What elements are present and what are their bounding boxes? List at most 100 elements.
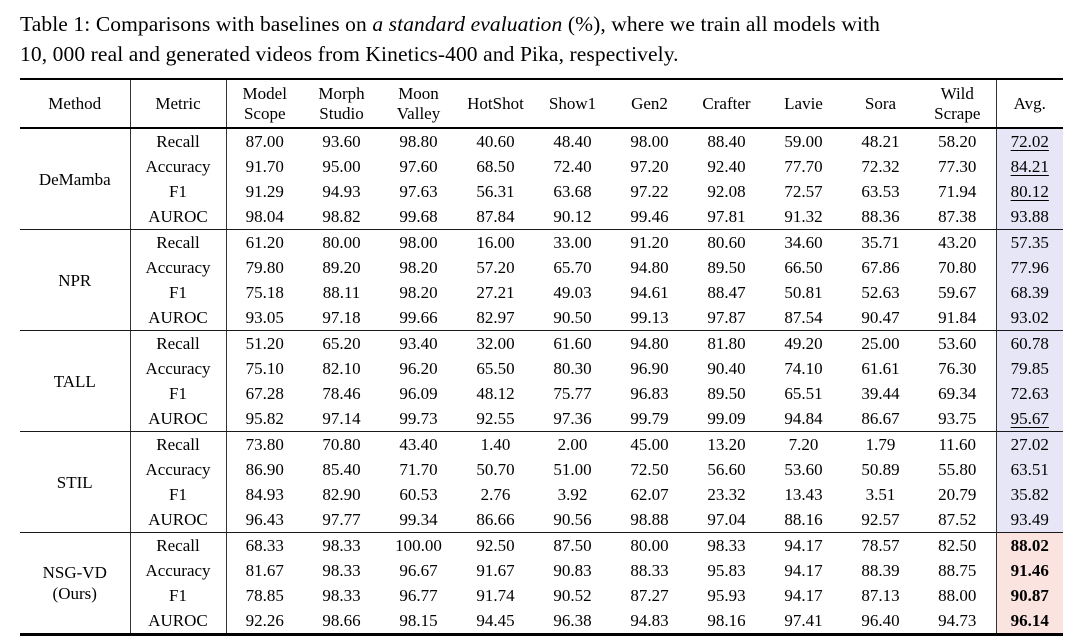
row-tall-recall: TALL Recall 51.20 65.20 93.40 32.00 61.60 94.80…: [20, 330, 1063, 433]
value-cell-show1: 90.50: [534, 305, 611, 332]
value-cell-morph-studio: 65.20: [322, 333, 361, 353]
metric-label: Accuracy: [130, 255, 227, 281]
avg-cell: 72.02: [995, 128, 1063, 155]
value-cell-moon-valley: 96.77: [399, 585, 438, 605]
value-cell-wild-scrape: 43.20: [938, 232, 977, 252]
value-cell-crafter: 97.04: [688, 507, 765, 534]
avg-cell: 60.78: [995, 330, 1063, 357]
row-tall-auroc: AUROC 95.82 97.14 99.73 92.55 97.36 99.79 99.09…: [20, 406, 1063, 433]
value-cell-lavie: 94.17: [784, 560, 823, 580]
value-cell-morph-studio: 98.33: [322, 585, 361, 605]
value-cell-moon-valley: 99.68: [380, 204, 457, 231]
value-cell-wild-scrape: 69.34: [938, 383, 977, 403]
metric-label: F1: [130, 583, 227, 609]
value-cell-gen2: 97.20: [630, 156, 669, 176]
col-header-moon-valley: Moon Valley: [380, 79, 457, 130]
value-cell-moon-valley: 98.15: [380, 608, 457, 636]
metric-label: AUROC: [130, 305, 227, 332]
value-cell-model-scope: 91.29: [245, 181, 284, 201]
value-cell-moon-valley: 99.34: [380, 507, 457, 534]
method-label-demamba: DeMamba: [20, 128, 131, 231]
value-cell-model-scope: 84.93: [245, 484, 284, 504]
col-header-metric: Metric: [130, 79, 227, 130]
value-cell-morph-studio: 98.33: [322, 535, 361, 555]
value-cell-moon-valley: 71.70: [399, 459, 438, 479]
value-cell-model-scope: 75.18: [245, 282, 284, 302]
avg-cell: 93.49: [995, 507, 1063, 534]
metric-label: Accuracy: [130, 356, 227, 382]
row-demamba-recall: DeMamba Recall 87.00 93.60 98.80 40.60 48.40 98…: [20, 128, 1063, 231]
value-cell-show1: 65.70: [553, 257, 592, 277]
value-cell-sora: 86.67: [842, 406, 919, 433]
value-cell-show1: 33.00: [553, 232, 592, 252]
value-cell-hotshot: 32.00: [476, 333, 515, 353]
value-cell-lavie: 87.54: [765, 305, 842, 332]
value-cell-lavie: 74.10: [784, 358, 823, 378]
value-cell-wild-scrape: 88.00: [938, 585, 977, 605]
value-cell-lavie: 97.41: [765, 608, 842, 636]
value-cell-wild-scrape: 77.30: [938, 156, 977, 176]
avg-cell: 27.02: [995, 431, 1063, 458]
value-cell-sora: 1.79: [865, 434, 896, 454]
value-cell-sora: 52.63: [861, 282, 900, 302]
value-cell-model-scope: 73.80: [245, 434, 284, 454]
metric-label: Recall: [130, 431, 227, 458]
value-cell-sora: 39.44: [861, 383, 900, 403]
value-cell-hotshot: 91.67: [476, 560, 515, 580]
value-cell-wild-scrape: 11.60: [938, 434, 977, 454]
value-cell-wild-scrape: 55.80: [938, 459, 977, 479]
value-cell-sora: 90.47: [842, 305, 919, 332]
avg-cell: 96.14: [995, 608, 1063, 636]
metric-label: AUROC: [130, 204, 227, 231]
value-cell-morph-studio: 82.10: [322, 358, 361, 378]
row-npr-accuracy: Accuracy 79.80 89.20 98.20 57.20 65.70 94.80 89…: [20, 255, 1063, 281]
col-header-wild-scrape: Wild Scrape: [919, 79, 996, 130]
metric-label: Recall: [130, 128, 227, 155]
caption-part2: (%), where we train all models with: [562, 12, 880, 36]
value-cell-morph-studio: 70.80: [322, 434, 361, 454]
results-table: Method Metric Model Scope Morph Studio Moon Val…: [20, 78, 1063, 636]
value-cell-model-scope: 75.10: [245, 358, 284, 378]
value-cell-gen2: 94.83: [611, 608, 688, 636]
value-cell-gen2: 72.50: [630, 459, 669, 479]
row-npr-auroc: AUROC 93.05 97.18 99.66 82.97 90.50 99.13 97.87…: [20, 305, 1063, 332]
metric-label: AUROC: [130, 507, 227, 534]
table-head: Method Metric Model Scope Morph Studio Moon Val…: [20, 79, 1063, 130]
header-row: Method Metric Model Scope Morph Studio Moon Val…: [20, 79, 1063, 130]
value-cell-gen2: 98.88: [611, 507, 688, 534]
col-header-method: Method: [20, 79, 131, 130]
value-cell-gen2: 96.83: [630, 383, 669, 403]
value-cell-lavie: 94.84: [765, 406, 842, 433]
caption-italic: a standard evaluation: [372, 12, 563, 36]
value-cell-moon-valley: 97.63: [399, 181, 438, 201]
value-cell-crafter: 90.40: [707, 358, 746, 378]
metric-label: F1: [130, 381, 227, 407]
value-cell-crafter: 97.81: [688, 204, 765, 231]
avg-cell: 90.87: [995, 583, 1063, 609]
value-cell-crafter: 92.40: [707, 156, 746, 176]
row-stil-recall: STIL Recall 73.80 70.80 43.40 1.40 2.00 45.00 13…: [20, 431, 1063, 534]
value-cell-crafter: 23.32: [707, 484, 746, 504]
value-cell-show1: 75.77: [553, 383, 592, 403]
value-cell-wild-scrape: 87.52: [919, 507, 996, 534]
value-cell-wild-scrape: 20.79: [938, 484, 977, 504]
value-cell-wild-scrape: 93.75: [919, 406, 996, 433]
value-cell-moon-valley: 99.73: [380, 406, 457, 433]
value-cell-moon-valley: 96.20: [399, 358, 438, 378]
value-cell-hotshot: 2.76: [480, 484, 511, 504]
value-cell-gen2: 99.46: [611, 204, 688, 231]
value-cell-lavie: 94.17: [784, 585, 823, 605]
value-cell-show1: 72.40: [553, 156, 592, 176]
method-label-npr: NPR: [20, 229, 131, 332]
method-label-stil: STIL: [20, 431, 131, 534]
col-header-crafter: Crafter: [688, 79, 765, 130]
metric-label: Recall: [130, 532, 227, 559]
value-cell-sora: 25.00: [861, 333, 900, 353]
value-cell-moon-valley: 98.20: [399, 257, 438, 277]
value-cell-model-scope: 86.90: [245, 459, 284, 479]
row-npr-recall: NPR Recall 61.20 80.00 98.00 16.00 33.00 91.20 8…: [20, 229, 1063, 332]
value-cell-morph-studio: 98.82: [303, 204, 380, 231]
value-cell-gen2: 88.33: [630, 560, 669, 580]
value-cell-hotshot: 57.20: [476, 257, 515, 277]
value-cell-morph-studio: 85.40: [322, 459, 361, 479]
